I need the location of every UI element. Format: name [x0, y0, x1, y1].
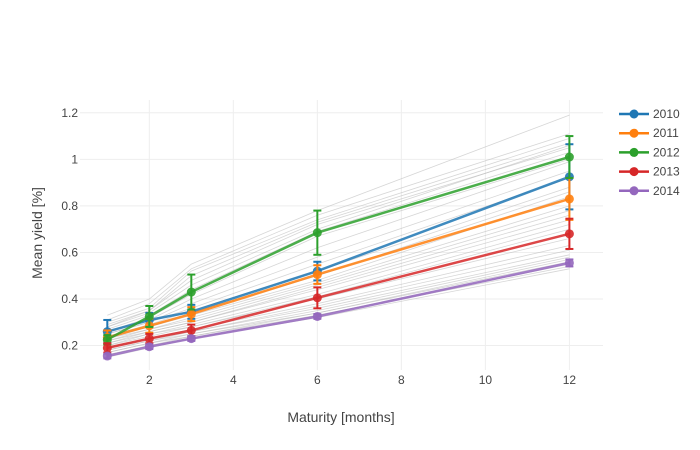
legend-marker [629, 147, 639, 157]
x-tick-label: 4 [230, 373, 237, 387]
legend-label: 2014 [653, 184, 680, 198]
legend-item-2011: 2011 [619, 126, 679, 140]
x-tick-label: 6 [314, 373, 321, 387]
data-point [312, 228, 322, 238]
y-axis-title: Mean yield [%] [29, 187, 45, 279]
background-series-line [107, 114, 570, 316]
series-2012 [102, 135, 574, 346]
series [102, 135, 574, 361]
legend-marker [629, 128, 639, 138]
data-point [312, 293, 322, 303]
data-point [186, 334, 196, 344]
x-tick-label: 8 [398, 373, 405, 387]
legend-item-2010: 2010 [619, 107, 680, 121]
series-2011 [102, 176, 574, 346]
y-tick-label: 0.4 [61, 292, 78, 306]
y-tick-label: 0.6 [61, 245, 78, 259]
data-point [144, 311, 154, 321]
series-2013 [102, 217, 574, 354]
data-point [564, 258, 574, 268]
legend-label: 2013 [653, 165, 680, 179]
legend-item-2012: 2012 [619, 145, 680, 159]
data-point [312, 311, 322, 321]
y-tick-label: 0.2 [61, 339, 78, 353]
data-point [186, 325, 196, 335]
y-tick-label: 0.8 [61, 199, 78, 213]
series-2014 [102, 258, 574, 361]
x-tick-label: 2 [146, 373, 153, 387]
series-line [107, 261, 570, 358]
legend-item-2014: 2014 [619, 184, 680, 198]
background-series-line [107, 138, 570, 323]
data-point [144, 342, 154, 352]
data-point [186, 287, 196, 297]
background-series-line [107, 219, 570, 344]
legend-marker [629, 109, 639, 119]
tick-labels: 2 4 6 8 10 12 0.2 0.4 0.6 0.8 1 1.2 [61, 106, 576, 387]
background-series-line [107, 261, 570, 353]
legend-item-2013: 2013 [619, 165, 680, 179]
background-series [107, 114, 570, 358]
y-tick-label: 1.2 [61, 106, 78, 120]
data-point [186, 309, 196, 319]
background-series-line [107, 133, 570, 321]
data-point [102, 343, 112, 353]
series-line [106, 197, 570, 339]
legend-label: 2012 [653, 145, 680, 159]
legend: 2010 2011 2012 2013 2014 [619, 107, 680, 198]
data-point [564, 194, 574, 204]
legend-marker [629, 167, 639, 177]
legend-label: 2011 [653, 126, 679, 140]
x-tick-label: 12 [563, 373, 577, 387]
y-tick-label: 1 [71, 152, 78, 166]
x-tick-label: 10 [479, 373, 493, 387]
legend-label: 2010 [653, 107, 680, 121]
data-point [312, 270, 322, 280]
background-series-line [107, 142, 570, 325]
data-point [102, 335, 112, 345]
data-point [564, 152, 574, 162]
data-point [144, 334, 154, 344]
data-point [102, 351, 112, 361]
legend-marker [629, 186, 639, 196]
x-axis-title: Maturity [months] [287, 409, 394, 425]
data-point [564, 229, 574, 239]
